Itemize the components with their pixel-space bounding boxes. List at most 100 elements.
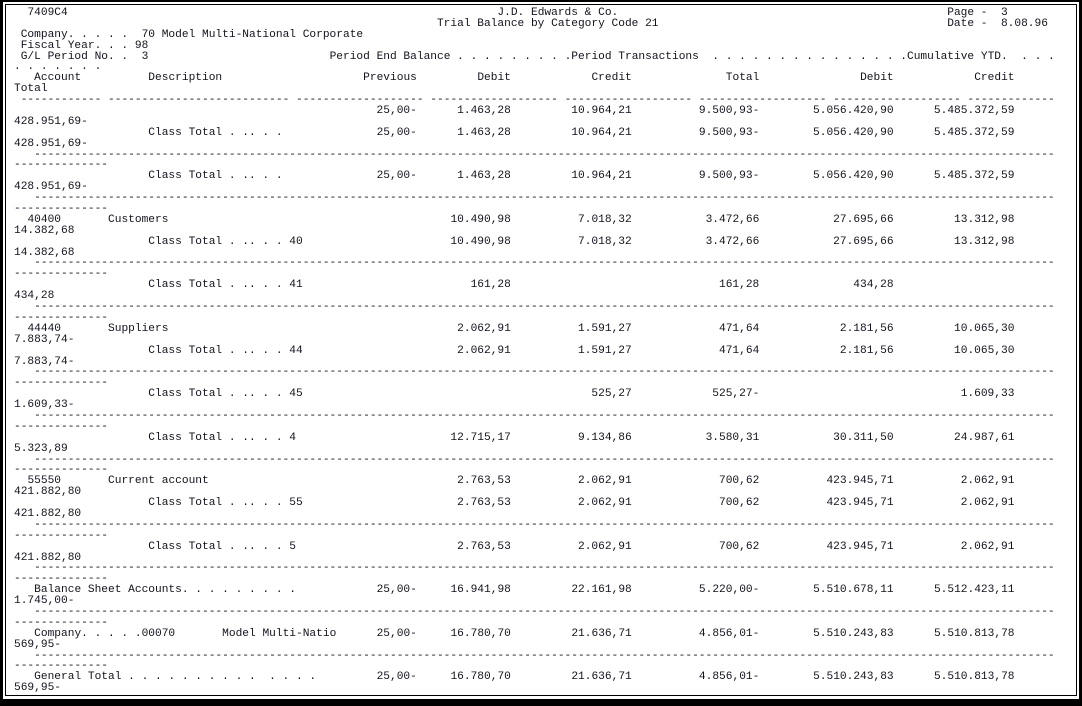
cumulative-total-cell: 421.882,80 bbox=[14, 486, 82, 499]
credit-cell: 10.964,21 bbox=[571, 170, 632, 183]
trial-balance-report: 7409C4 J.D. Edwards & Co. Page - 3 bbox=[14, 7, 1076, 694]
credit-cell: 2.062,91 bbox=[578, 540, 632, 553]
description-cell: Suppliers bbox=[108, 322, 169, 335]
separator-dashes: ----------------------------------------… bbox=[34, 301, 1055, 314]
date-label: Date - bbox=[947, 17, 988, 30]
company-title: J.D. Edwards & Co. bbox=[497, 7, 619, 19]
ytd-debit-cell: 423.945,71 bbox=[826, 540, 894, 553]
ytd-credit-cell: 2.062,91 bbox=[960, 540, 1015, 553]
ytd-credit-cell: 24.987,61 bbox=[954, 431, 1015, 444]
separator-row: ----------------------------------------… bbox=[14, 606, 1076, 618]
continuation-row: 1.745,00- bbox=[14, 595, 1076, 607]
gl-period-label: G/L Period No. . bbox=[20, 50, 129, 63]
ytd-debit-cell: 2.181,56 bbox=[839, 344, 894, 357]
separator-dashes: -------------- bbox=[14, 660, 108, 673]
debit-cell: 1.463,28 bbox=[457, 105, 511, 118]
summary-label: Balance Sheet Accounts. . . . . . . . . bbox=[34, 584, 296, 597]
separator-dashes: ----------------------------------------… bbox=[34, 409, 1055, 422]
class-total-label: Class Total . .. . . bbox=[148, 540, 283, 553]
class-total-label: Class Total . .. . . bbox=[148, 497, 283, 510]
total-cell: 471,64 bbox=[719, 344, 760, 357]
debit-cell: 2.062,91 bbox=[457, 344, 511, 357]
continuation-row: 569,95- bbox=[14, 683, 1076, 694]
class-code-cell: 44 bbox=[289, 344, 303, 357]
underline-dashes: ------------- bbox=[967, 94, 1055, 107]
separator-row: ----------------------------------------… bbox=[14, 193, 1076, 204]
separator-dashes: -------------- bbox=[14, 464, 108, 477]
class-code-cell: 4 bbox=[289, 431, 296, 444]
underline-dashes: ------------------- bbox=[833, 94, 961, 107]
ytd-debit-cell: 5.510.678,11 bbox=[813, 584, 894, 597]
cumulative-total-cell: 428.951,69- bbox=[14, 181, 88, 194]
account-row: 44440 Suppliers 2.062,91 1.591,27 471,64… bbox=[14, 322, 1076, 335]
page-label: Page - bbox=[947, 7, 988, 19]
separator-row: ----------------------------------------… bbox=[14, 258, 1076, 269]
class-total-row: Class Total . .. . . 40 10.490,98 7.018,… bbox=[14, 235, 1076, 248]
report-page: 7409C4 J.D. Edwards & Co. Page - 3 bbox=[5, 4, 1077, 696]
ytd-credit-cell: 2.062,91 bbox=[960, 475, 1015, 488]
ytd-credit-cell: 5.510.813,78 bbox=[933, 671, 1015, 684]
credit-cell: 9.134,86 bbox=[578, 431, 632, 444]
account-row: 25,00- 1.463,28 10.964,21 9.500,93- 5.05… bbox=[14, 105, 1076, 118]
cumulative-total-cell: 7.883,74- bbox=[14, 355, 75, 368]
ytd-debit-cell: 434,28 bbox=[853, 279, 894, 292]
class-code-cell: 41 bbox=[289, 279, 303, 292]
previous-cell: 25,00- bbox=[376, 671, 417, 684]
class-code-cell: 45 bbox=[289, 388, 303, 401]
continuation-row: 1.609,33- bbox=[14, 399, 1076, 412]
separator-dashes: ----------------------------------------… bbox=[34, 366, 1055, 379]
cumulative-total-cell: 14.382,68 bbox=[14, 246, 75, 259]
ytd-credit-cell: 1.609,33 bbox=[960, 388, 1015, 401]
summary-label: Company. . . . .00070 bbox=[34, 627, 176, 640]
account-cell: 40400 bbox=[27, 213, 62, 226]
summary-label: General Total . . . . . . . . . . . . . … bbox=[34, 671, 317, 684]
ytd-debit-cell: 5.056.420,90 bbox=[813, 105, 894, 118]
separator-row: ----------------------------------------… bbox=[14, 454, 1076, 466]
separator-row: ----------------------------------------… bbox=[14, 409, 1076, 422]
cumulative-total-cell: 1.609,33- bbox=[14, 399, 75, 412]
credit-cell: 10.964,21 bbox=[571, 105, 632, 118]
class-total-label: Class Total . .. . . bbox=[148, 279, 283, 292]
separator-row-wrapped: -------------- bbox=[14, 203, 1076, 215]
company-label: Company. . . . . bbox=[20, 28, 129, 41]
class-code-cell: 5 bbox=[289, 540, 296, 553]
separator-dashes: ----------------------------------------… bbox=[34, 148, 1055, 161]
fiscal-year-label: Fiscal Year. . . bbox=[20, 39, 129, 52]
description-cell: Model Multi-Natio bbox=[222, 627, 337, 640]
credit-cell: 2.062,91 bbox=[578, 475, 632, 488]
underline-dashes: --------------------------- bbox=[108, 94, 290, 107]
ytd-debit-cell: 27.695,66 bbox=[833, 235, 894, 248]
continuation-row: 428.951,69- bbox=[14, 138, 1076, 150]
ytd-debit-cell: 423.945,71 bbox=[826, 497, 894, 510]
separator-row-wrapped: -------------- bbox=[14, 269, 1076, 280]
total-cell: 471,64 bbox=[719, 322, 760, 335]
ytd-credit-cell: 13.312,98 bbox=[954, 213, 1015, 226]
credit-cell: 7.018,32 bbox=[578, 213, 632, 226]
debit-cell: 16.780,70 bbox=[450, 671, 511, 684]
cumulative-total-cell: 14.382,68 bbox=[14, 224, 75, 237]
cumulative-total-cell: 421.882,80 bbox=[14, 507, 82, 520]
total-cell: 3.472,66 bbox=[705, 213, 760, 226]
report-header-line: . . . . . . . bbox=[14, 62, 1076, 73]
separator-row-wrapped: -------------- bbox=[14, 378, 1076, 389]
debit-cell: 1.463,28 bbox=[457, 126, 511, 139]
report-id: 7409C4 bbox=[27, 7, 68, 19]
total-cell: 9.500,93- bbox=[698, 105, 760, 118]
class-total-row: Class Total . .. . . 4 12.715,17 9.134,8… bbox=[14, 431, 1076, 444]
debit-cell: 2.062,91 bbox=[457, 322, 511, 335]
ytd-debit-cell: 30.311,50 bbox=[833, 431, 894, 444]
previous-cell: 25,00- bbox=[376, 170, 417, 183]
group-header-period-end-balance: Period End Balance bbox=[329, 50, 451, 63]
separator-dashes: ----------------------------------------… bbox=[34, 562, 1055, 575]
report-header-line: Trial Balance by Category Code 21 Date -… bbox=[14, 17, 1076, 30]
col-header-previous: Previous bbox=[363, 72, 417, 85]
debit-cell: 10.490,98 bbox=[450, 235, 511, 248]
cumulative-total-cell: 569,95- bbox=[14, 682, 61, 695]
continuation-row: 14.382,68 bbox=[14, 246, 1076, 259]
report-header-line: Company. . . . . 70 Model Multi-National… bbox=[14, 28, 1076, 41]
ytd-credit-cell: 5.485.372,59 bbox=[933, 170, 1015, 183]
total-cell: 5.220,00- bbox=[698, 584, 760, 597]
total-cell: 9.500,93- bbox=[698, 170, 760, 183]
underline-dashes: ------------------- bbox=[430, 94, 558, 107]
separator-dashes: -------------- bbox=[14, 268, 108, 281]
